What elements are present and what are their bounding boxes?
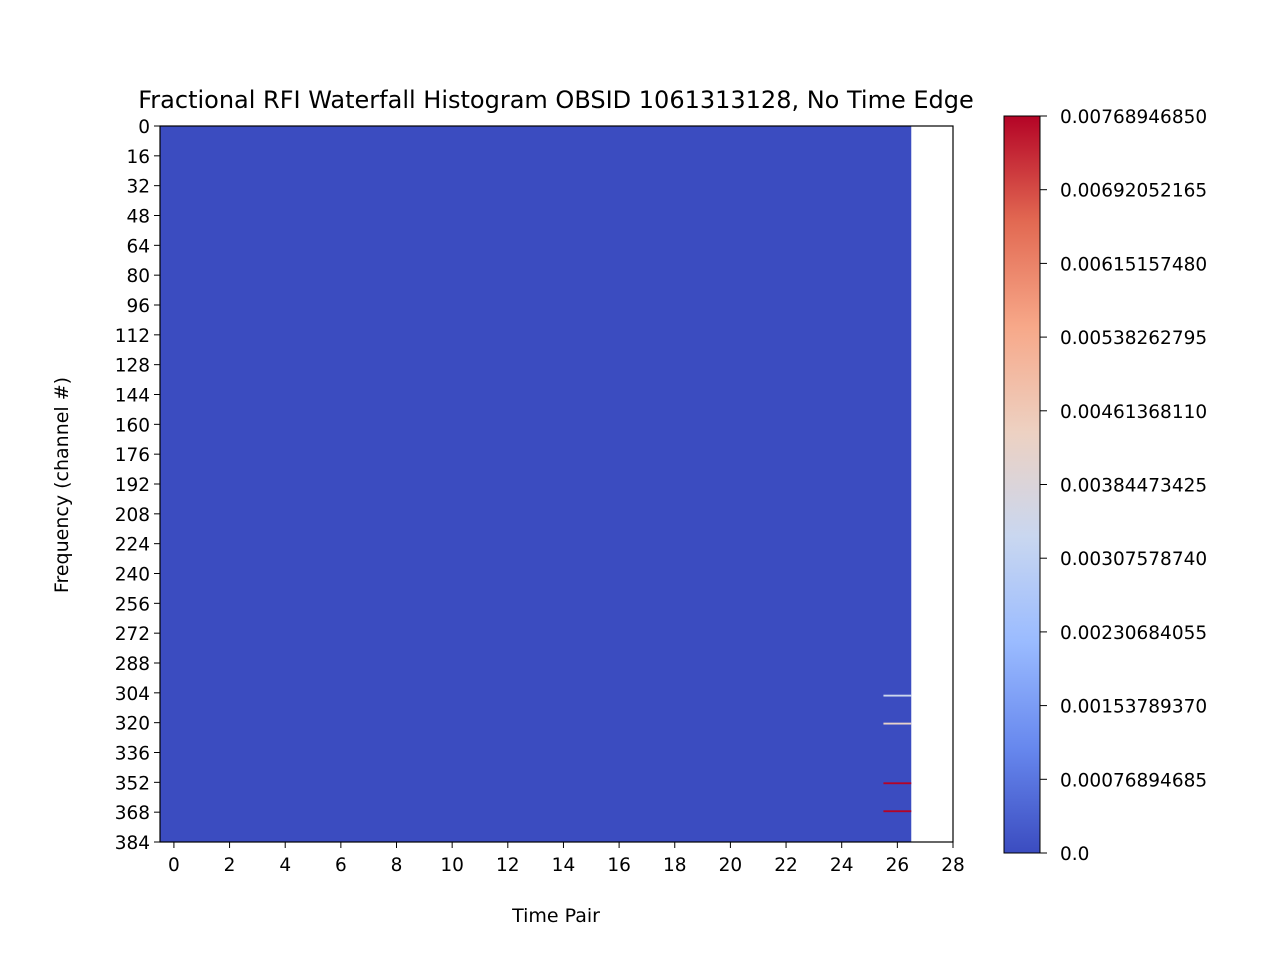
y-tick-label: 192 xyxy=(115,475,150,496)
y-tick-label: 112 xyxy=(115,326,150,347)
x-tick-label: 16 xyxy=(607,855,631,876)
colorbar-tick-label: 0.00615157480 xyxy=(1060,254,1207,275)
y-tick-label: 240 xyxy=(115,565,150,586)
colorbar-tick-label: 0.00153789370 xyxy=(1060,697,1207,718)
y-tick-label: 224 xyxy=(115,535,150,556)
heatmap-cell-3 xyxy=(883,810,912,813)
y-tick-label: 176 xyxy=(115,445,150,466)
y-tick-label: 304 xyxy=(115,684,150,705)
colorbar-tick-label: 0.00384473425 xyxy=(1060,476,1207,497)
y-tick-label: 64 xyxy=(126,236,150,257)
x-tick-label: 28 xyxy=(941,855,965,876)
x-tick-label: 24 xyxy=(830,855,854,876)
y-tick-label: 336 xyxy=(115,744,150,765)
x-tick-label: 22 xyxy=(774,855,798,876)
colorbar-tick-label: 0.00768946850 xyxy=(1060,107,1207,128)
y-tick-label: 96 xyxy=(126,296,150,317)
x-tick-label: 18 xyxy=(663,855,687,876)
y-axis: 0 16 32 48 64 80 96 112 128 144 160 176 192 208 224 240… xyxy=(115,117,160,854)
x-tick-label: 2 xyxy=(224,855,236,876)
x-tick-label: 8 xyxy=(391,855,403,876)
x-tick-label: 20 xyxy=(719,855,743,876)
x-tick-label: 6 xyxy=(335,855,347,876)
plot-area xyxy=(159,125,954,843)
y-tick-label: 320 xyxy=(115,714,150,735)
x-axis-label: Time Pair xyxy=(511,905,600,927)
colorbar-ticks: 0.0 0.00076894685 0.00153789370 0.002306840… xyxy=(1040,107,1207,865)
colorbar-tick-label: 0.00538262795 xyxy=(1060,328,1207,349)
colorbar-gradient xyxy=(1003,115,1041,854)
y-tick-label: 208 xyxy=(115,505,150,526)
y-tick-label: 384 xyxy=(115,833,150,854)
colorbar: 0.0 0.00076894685 0.00153789370 0.002306840… xyxy=(1003,107,1207,865)
colorbar-tick-label: 0.00230684055 xyxy=(1060,623,1207,644)
heatmap-cell-0 xyxy=(883,694,912,697)
y-tick-label: 272 xyxy=(115,624,150,645)
colorbar-tick-label: 0.00076894685 xyxy=(1060,770,1207,791)
y-tick-label: 256 xyxy=(115,594,150,615)
y-tick-label: 368 xyxy=(115,803,150,824)
colorbar-tick-label: 0.0 xyxy=(1060,844,1089,865)
x-tick-label: 26 xyxy=(886,855,910,876)
y-tick-label: 352 xyxy=(115,773,150,794)
y-tick-label: 48 xyxy=(126,207,150,228)
y-tick-label: 128 xyxy=(115,356,150,377)
y-tick-label: 0 xyxy=(138,117,150,138)
colorbar-tick-label: 0.00461368110 xyxy=(1060,402,1207,423)
heatmap-cell-2 xyxy=(883,782,912,785)
y-tick-label: 144 xyxy=(115,386,150,407)
y-tick-label: 288 xyxy=(115,654,150,675)
x-tick-label: 14 xyxy=(552,855,576,876)
colorbar-tick-label: 0.00307578740 xyxy=(1060,549,1207,570)
x-tick-label: 12 xyxy=(496,855,520,876)
y-tick-label: 16 xyxy=(126,147,150,168)
chart-title: Fractional RFI Waterfall Histogram OBSID… xyxy=(138,86,974,114)
heatmap-background xyxy=(160,126,912,842)
x-tick-label: 0 xyxy=(168,855,180,876)
heatmap-cell-1 xyxy=(883,722,912,725)
y-axis-label: Frequency (channel #) xyxy=(51,377,73,593)
y-tick-label: 32 xyxy=(126,177,150,198)
y-tick-label: 160 xyxy=(115,415,150,436)
x-axis: 0 2 4 6 8 10 12 14 16 18 20 22 24 26 28 xyxy=(168,842,965,876)
y-tick-label: 80 xyxy=(126,266,150,287)
x-tick-label: 4 xyxy=(279,855,291,876)
x-tick-label: 10 xyxy=(440,855,464,876)
colorbar-tick-label: 0.00692052165 xyxy=(1060,181,1207,202)
